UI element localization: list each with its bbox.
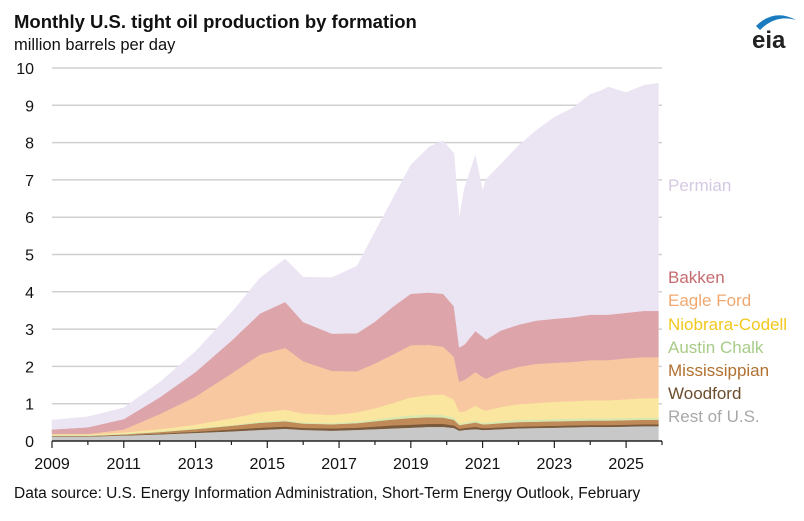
y-tick-label: 7 [25,173,34,190]
y-tick-label: 4 [25,285,34,302]
y-tick-label: 5 [25,248,34,265]
data-source-note: Data source: U.S. Energy Information Adm… [14,485,641,502]
x-axis-tick-labels: 2009 2011 2013 2015 2017 2019 2021 2023 2025 [34,456,644,473]
series-label: Permian [668,176,731,195]
y-tick-label: 2 [25,359,34,376]
chart-title: Monthly U.S. tight oil production by for… [14,11,417,32]
series-label: Austin Chalk [668,338,764,357]
series-label: Woodford [668,384,741,403]
series-label: Bakken [668,268,725,287]
x-tick-label: 2015 [249,456,285,473]
x-tick-label: 2021 [465,456,501,473]
y-tick-label: 10 [16,61,34,78]
x-tick-label: 2023 [537,456,573,473]
y-tick-label: 1 [25,397,34,414]
eia-logo-swoosh [756,15,796,30]
y-tick-label: 8 [25,136,34,153]
y-tick-label: 0 [25,434,34,451]
area-permian [51,83,659,430]
x-tick-label: 2025 [608,456,644,473]
series-label: Rest of U.S. [668,407,760,426]
x-tick-label: 2011 [107,456,142,473]
y-tick-label: 3 [25,322,34,339]
series-labels: Rest of U.S. Woodford Mississippian Austin … [668,176,787,426]
y-tick-label: 9 [25,98,34,115]
x-tick-label: 2013 [178,456,214,473]
series-label: Eagle Ford [668,291,751,310]
y-axis-unit-label: million barrels per day [14,36,176,54]
eia-logo-icon: eia [752,15,796,54]
series-label: Mississippian [668,361,769,380]
eia-logo: eia [746,10,802,54]
series-label: Niobrara-Codell [668,315,787,334]
x-tick-label: 2009 [34,456,70,473]
stacked-areas [51,83,659,442]
x-tick-label: 2017 [321,456,357,473]
x-tick-label: 2019 [393,456,429,473]
y-tick-label: 6 [25,210,34,227]
x-axis [51,440,663,448]
svg-text:eia: eia [752,27,786,54]
y-axis-tick-labels: 0 1 2 3 4 5 6 7 8 9 10 [16,61,34,451]
